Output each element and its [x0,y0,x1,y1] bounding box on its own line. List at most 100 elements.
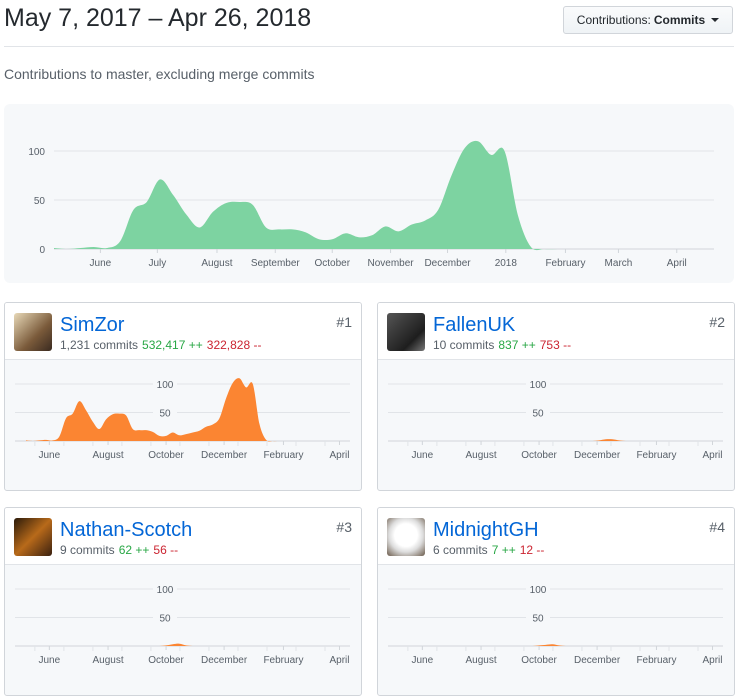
x-tick-label: August [201,258,232,269]
x-tick-label: December [574,450,621,461]
x-tick-label: February [263,450,303,461]
additions-count: 837 ++ [498,338,536,352]
x-tick-label: April [329,450,349,461]
y-label-bg [153,378,177,390]
contributor-card: MidnightGH 6 commits 7 ++ 12 -- #4 50 100 Ju… [377,507,735,696]
x-tick-label: August [465,450,496,461]
contributor-stats: 6 commits 7 ++ 12 -- [433,543,544,557]
contributor-chart: 50 100 June August October December February Ap… [388,583,726,666]
contributor-name-link[interactable]: Nathan-Scotch [60,519,193,541]
x-tick-label: June [412,655,434,666]
caret-down-icon [711,18,720,22]
contributor-chart: 50 100 June August October December February Ap… [15,583,353,666]
contributor-header: FallenUK 10 commits 837 ++ 753 -- #2 [378,303,734,360]
y-label-bg [153,406,177,419]
divider [4,46,734,47]
contributor-header: MidnightGH 6 commits 7 ++ 12 -- #4 [378,508,734,565]
contributor-stats: 9 commits 62 ++ 56 -- [60,543,178,557]
avatar[interactable] [387,313,425,351]
contributor-header: SimZor 1,231 commits 532,417 ++ 322,828 --… [5,303,361,360]
deletions-count: 322,828 -- [206,338,262,352]
additions-count: 532,417 ++ [142,338,203,352]
x-tick-label: December [424,258,471,269]
x-tick-label: October [521,450,557,461]
commit-count: 6 commits [433,543,488,557]
contributor-rank: #1 [336,314,352,330]
x-tick-label: October [521,655,557,666]
y-label-bg [526,583,550,595]
contributor-card: SimZor 1,231 commits 532,417 ++ 322,828 --… [4,302,362,491]
contributor-name-link[interactable]: SimZor [60,314,125,336]
commit-count: 10 commits [433,338,495,352]
x-tick-label: October [314,258,350,269]
x-tick-label: March [605,258,633,269]
contributor-rank: #4 [709,519,725,535]
y-tick-label: 50 [34,196,46,207]
x-tick-label: December [201,655,248,666]
x-tick-label: February [636,450,676,461]
x-tick-label: June [39,655,61,666]
x-tick-label: October [148,655,184,666]
page-title: May 7, 2017 – Apr 26, 2018 [4,4,312,32]
contributor-chart: 50 100 June August October December February Ap… [388,378,726,461]
contributor-rank: #2 [709,314,725,330]
y-tick-label: 50 [159,409,171,420]
x-tick-label: December [201,450,248,461]
contributor-card: FallenUK 10 commits 837 ++ 753 -- #2 50 100… [377,302,735,491]
y-tick-label: 0 [39,245,45,256]
x-tick-label: February [545,258,585,269]
avatar[interactable] [14,313,52,351]
x-tick-label: 2018 [495,258,518,269]
y-tick-label: 100 [157,585,174,596]
y-tick-label: 100 [157,380,174,391]
x-tick-label: November [367,258,414,269]
y-tick-label: 50 [532,409,544,420]
y-tick-label: 50 [159,614,171,625]
x-tick-label: August [92,655,123,666]
y-label-bg [526,406,550,419]
contributor-stats: 10 commits 837 ++ 753 -- [433,338,571,352]
subtitle: Contributions to master, excluding merge… [4,66,315,82]
avatar[interactable] [14,518,52,556]
dropdown-prefix: Contributions: [576,13,651,27]
x-tick-label: April [702,655,722,666]
x-tick-label: August [465,655,496,666]
contributor-rank: #3 [336,519,352,535]
commits-area [54,140,704,251]
x-tick-label: June [412,450,434,461]
contributor-name-link[interactable]: MidnightGH [433,519,539,541]
commit-count: 1,231 commits [60,338,139,352]
y-label-bg [153,611,177,624]
x-tick-label: February [636,655,676,666]
x-tick-label: September [251,258,301,269]
additions-count: 62 ++ [118,543,150,557]
x-tick-label: April [329,655,349,666]
x-tick-label: December [574,655,621,666]
y-tick-label: 100 [530,380,547,391]
x-tick-label: August [92,450,123,461]
x-tick-label: July [148,258,166,269]
contributions-type-dropdown[interactable]: Contributions: Commits [563,6,733,34]
y-tick-label: 100 [530,585,547,596]
y-tick-label: 50 [532,614,544,625]
y-label-bg [526,378,550,390]
main-commits-chart: 0 50 100 June July August September October Nove… [4,104,734,283]
x-tick-label: April [702,450,722,461]
y-label-bg [526,611,550,624]
commit-count: 9 commits [60,543,115,557]
deletions-count: 56 -- [153,543,179,557]
x-tick-label: June [39,450,61,461]
x-tick-label: October [148,450,184,461]
contributor-stats: 1,231 commits 532,417 ++ 322,828 -- [60,338,261,352]
contributor-chart: 50 100 June August October December February Ap… [15,378,353,461]
y-tick-label: 100 [28,147,45,158]
contributor-name-link[interactable]: FallenUK [433,314,516,336]
x-tick-label: June [90,258,112,269]
avatar[interactable] [387,518,425,556]
dropdown-value: Commits [653,13,706,27]
contributor-card: Nathan-Scotch 9 commits 62 ++ 56 -- #3 50 1… [4,507,362,696]
deletions-count: 12 -- [519,543,545,557]
x-tick-label: April [667,258,687,269]
main-chart-svg: 0 50 100 June July August September October Nove… [28,140,714,269]
y-label-bg [153,583,177,595]
